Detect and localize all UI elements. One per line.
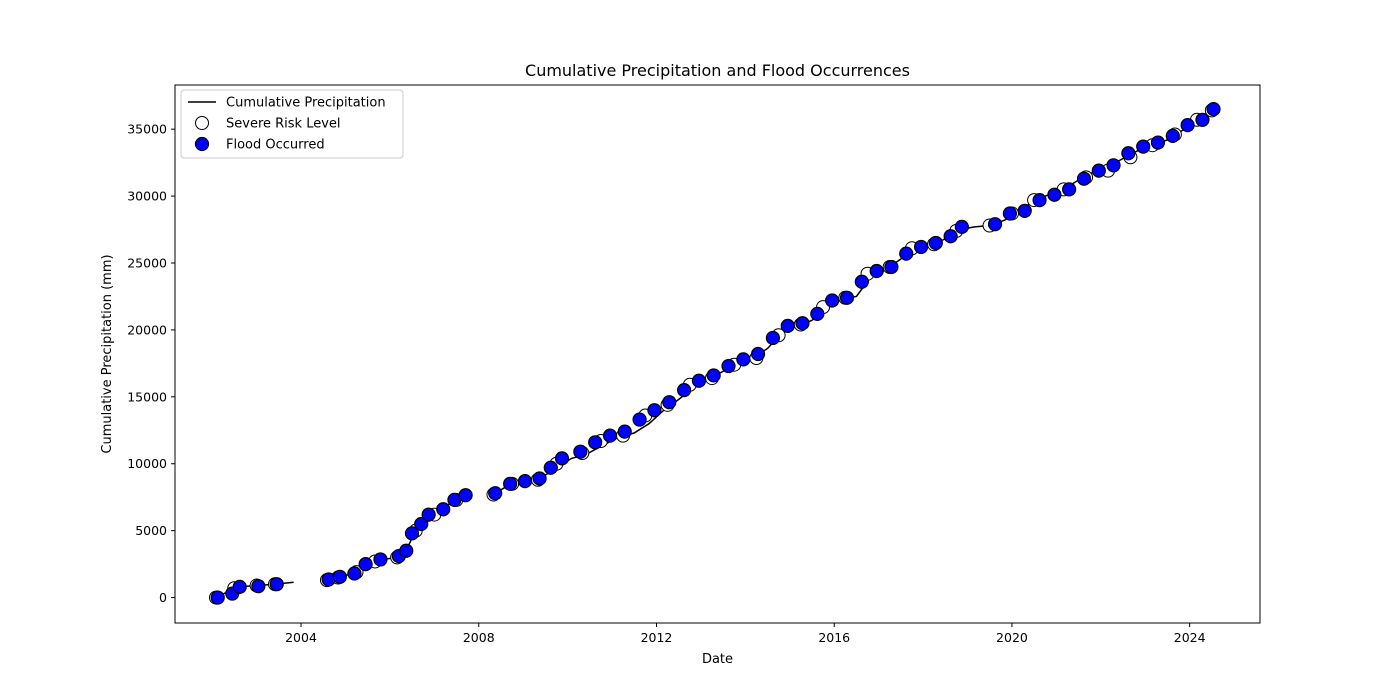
flood-occurred-point xyxy=(1195,112,1210,127)
flood-occurred-point xyxy=(554,451,570,466)
flood-occurred-point xyxy=(332,569,347,584)
flood-occurred-point xyxy=(347,566,362,581)
flood-occurred-point xyxy=(404,526,420,541)
y-tick-label: 30000 xyxy=(127,189,167,204)
flood-occurred-point xyxy=(503,476,518,491)
flood-occurred-point xyxy=(436,502,451,517)
legend-entry-label: Flood Occurred xyxy=(226,138,325,153)
y-tick-label: 25000 xyxy=(127,255,167,270)
y-tick-label: 5000 xyxy=(135,523,167,538)
flood-occurred-point xyxy=(943,229,958,244)
y-tick-label: 15000 xyxy=(127,389,167,404)
y-tick-label: 35000 xyxy=(127,122,167,137)
flood-occurred-point xyxy=(913,239,929,255)
flood-occurred-point xyxy=(928,235,943,251)
flood-occurred-point xyxy=(1106,158,1121,173)
flood-occurred-point xyxy=(691,373,707,388)
flood-occurred-point xyxy=(251,579,266,594)
flood-occurred-point xyxy=(373,552,388,567)
plot-layer xyxy=(208,101,1221,605)
flood-occurred-point xyxy=(632,412,647,427)
flood-occurred-point xyxy=(1062,182,1077,197)
flood-occurred-point xyxy=(269,577,284,592)
flood-occurred-point xyxy=(1180,118,1195,133)
flood-occurred-point xyxy=(721,358,736,374)
y-tick-label: 20000 xyxy=(127,322,167,337)
flood-occurred-point xyxy=(825,293,840,308)
flood-occurred-point xyxy=(1091,163,1106,178)
flood-occurred-point xyxy=(532,471,547,486)
flood-occurred-point xyxy=(987,217,1003,232)
flood-occurred-point xyxy=(414,516,429,532)
flood-occurred-point xyxy=(1032,192,1047,208)
y-axis-label: Cumulative Precipitation (mm) xyxy=(100,254,115,453)
flood-occurred-point xyxy=(780,318,795,333)
flood-occurred-point xyxy=(736,352,751,367)
flood-occurred-point xyxy=(588,435,603,450)
x-tick-label: 2008 xyxy=(463,630,495,645)
flood-occurred-point xyxy=(869,263,884,279)
flood-occurred-point xyxy=(839,290,855,305)
flood-occurred-point xyxy=(899,246,914,261)
flood-occurred-point xyxy=(543,460,558,475)
flood-occurred-point xyxy=(647,403,662,418)
flood-occurred-point xyxy=(458,488,473,503)
flood-occurred-point xyxy=(810,306,825,321)
flood-occurred-point xyxy=(1206,101,1221,117)
flood-occurred-point xyxy=(706,368,721,383)
flood-occurred-point xyxy=(421,507,436,522)
flood-occurred-point xyxy=(399,543,414,558)
flood-occurred-point xyxy=(765,330,781,346)
flood-occurred-point xyxy=(1136,139,1151,154)
flood-occurred-point xyxy=(1017,203,1032,218)
flood-occurred-point xyxy=(517,474,533,489)
legend-entry-label: Severe Risk Level xyxy=(226,117,341,132)
flood-occurred-point xyxy=(232,579,247,594)
x-tick-label: 2020 xyxy=(996,630,1028,645)
flood-occurred-point xyxy=(358,557,373,572)
x-tick-label: 2016 xyxy=(818,630,850,645)
flood-occurred-point xyxy=(677,383,692,398)
flood-occurred-point xyxy=(854,274,869,289)
x-tick-label: 2012 xyxy=(641,630,673,645)
legend-entry-label: Cumulative Precipitation xyxy=(226,96,386,111)
flood-occurred-point xyxy=(954,219,969,234)
flood-occurred-point xyxy=(1047,187,1062,202)
flood-occurred-point xyxy=(1076,171,1092,186)
flood-occurred-point xyxy=(884,259,899,275)
x-axis-label: Date xyxy=(702,652,733,667)
flood-occurred-point xyxy=(1165,128,1180,143)
plot-frame xyxy=(174,84,1261,624)
y-tick-label: 10000 xyxy=(127,456,167,471)
flood-occurred-point xyxy=(662,395,677,410)
legend: Cumulative Precipitation Severe Risk Leve… xyxy=(180,89,404,159)
flood-occurred-point xyxy=(573,444,588,459)
flood-occurred-point xyxy=(210,590,225,605)
legend-box xyxy=(180,89,404,159)
flood-occurred-point xyxy=(1150,135,1166,150)
x-tick-label: 2004 xyxy=(285,630,317,645)
chart-title: Cumulative Precipitation and Flood Occur… xyxy=(525,61,910,80)
flood-occurred-point xyxy=(602,428,618,443)
flood-occurred-point xyxy=(750,346,766,362)
flood-occurred-point xyxy=(488,486,503,501)
flood-occurred-point xyxy=(795,316,810,331)
legend-flood-swatch xyxy=(194,136,210,152)
flood-occurred-point xyxy=(1002,206,1017,221)
x-tick-label: 2024 xyxy=(1174,630,1206,645)
legend-severe-swatch xyxy=(195,116,209,130)
flood-occurred-point xyxy=(1121,146,1136,161)
y-tick-label: 0 xyxy=(159,590,167,605)
flood-occurred-point xyxy=(617,424,632,439)
axes-layer: 2004 2008 2012 2016 2020 2024 0 5000 10000 15000 2… xyxy=(127,122,1205,645)
